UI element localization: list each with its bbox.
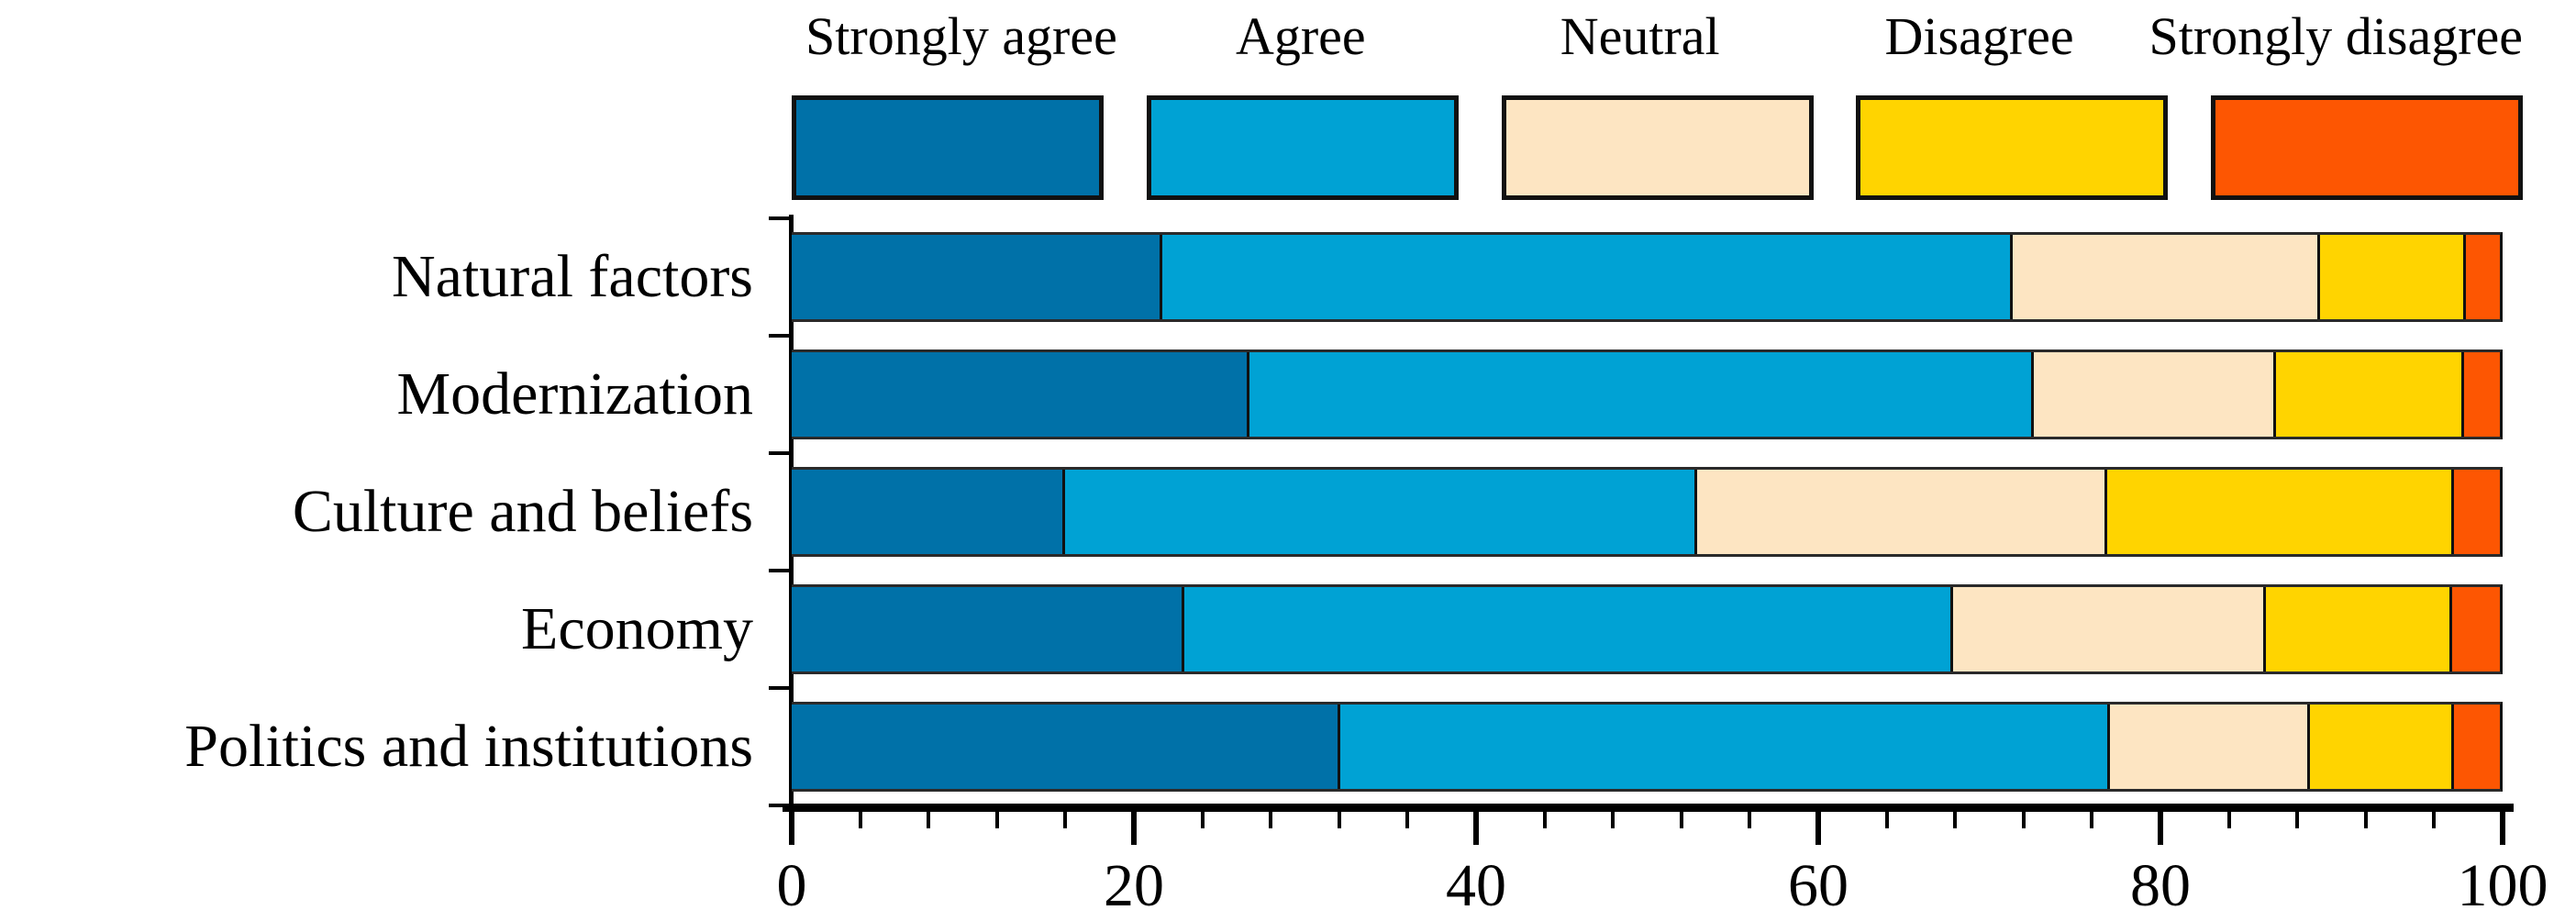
x-major-tick xyxy=(2500,812,2505,845)
bar-segment xyxy=(1953,587,2266,671)
bar-segment xyxy=(2276,352,2464,437)
x-minor-tick xyxy=(1405,812,1410,828)
bar-segment xyxy=(2013,235,2321,319)
bar-row xyxy=(792,350,2503,439)
bar-segment xyxy=(2451,587,2500,671)
legend-label: Agree xyxy=(1235,6,1366,66)
bar-slot xyxy=(792,336,2503,453)
bar-segment xyxy=(792,587,1185,671)
bar-segment xyxy=(2310,705,2454,789)
bar-segment xyxy=(1162,235,2014,319)
x-minor-tick xyxy=(1337,812,1341,828)
x-minor-tick xyxy=(1748,812,1752,828)
x-major-tick xyxy=(2158,812,2163,845)
x-minor-tick xyxy=(2226,812,2231,828)
x-major-tick xyxy=(1473,812,1479,845)
x-minor-tick xyxy=(1269,812,1273,828)
legend-label: Disagree xyxy=(1884,6,2074,66)
bar-row xyxy=(792,584,2503,674)
x-minor-tick xyxy=(858,812,862,828)
x-minor-tick xyxy=(927,812,931,828)
x-minor-tick xyxy=(2363,812,2368,828)
x-minor-tick xyxy=(994,812,999,828)
x-tick-label: 80 xyxy=(2130,852,2191,919)
bar-segment xyxy=(1249,352,2034,437)
bar-segment xyxy=(792,352,1250,437)
bar-slot xyxy=(792,688,2503,805)
category-label: Natural factors xyxy=(392,243,753,310)
bar-segment xyxy=(2453,470,2500,554)
x-tick-label: 0 xyxy=(776,852,807,919)
x-tick-label: 100 xyxy=(2457,852,2548,919)
bar-segment xyxy=(792,235,1163,319)
y-axis-tick xyxy=(769,804,792,807)
legend-swatch-3 xyxy=(1856,95,2169,200)
x-tick-label: 60 xyxy=(1788,852,1849,919)
bar-segment xyxy=(792,470,1065,554)
legend-label: Strongly disagree xyxy=(2149,6,2524,66)
category-label: Culture and beliefs xyxy=(292,478,753,545)
legend-swatch-4 xyxy=(2211,95,2523,200)
x-minor-tick xyxy=(1200,812,1205,828)
category-label: Economy xyxy=(521,595,753,662)
bar-slot xyxy=(792,571,2503,688)
legend-swatch-0 xyxy=(792,95,1104,200)
bar-segment xyxy=(1339,705,2111,789)
x-tick-label: 40 xyxy=(1446,852,1506,919)
bar-segment xyxy=(2265,587,2452,671)
bar-segment xyxy=(2320,235,2466,319)
x-major-tick xyxy=(789,812,794,845)
x-major-tick xyxy=(1815,812,1821,845)
bar-row xyxy=(792,232,2503,322)
x-minor-tick xyxy=(2295,812,2300,828)
x-tick-label: 20 xyxy=(1104,852,1164,919)
x-minor-tick xyxy=(2090,812,2094,828)
legend-label: Neutral xyxy=(1560,6,1720,66)
legend-swatch-1 xyxy=(1146,95,1459,200)
x-axis: 0 20 40 60 80 100 xyxy=(777,804,2548,919)
x-axis-line xyxy=(783,804,2514,812)
bar-segment xyxy=(1184,587,1954,671)
y-axis-tick xyxy=(769,451,792,455)
bar-segment xyxy=(2453,705,2500,789)
legend-swatches xyxy=(792,95,2523,200)
bar-row xyxy=(792,702,2503,792)
category-label: Modernization xyxy=(396,361,753,427)
x-minor-tick xyxy=(1611,812,1616,828)
bar-segment xyxy=(1064,470,1697,554)
y-axis-line xyxy=(789,215,794,811)
bar-segment xyxy=(2463,352,2500,437)
bar-segment xyxy=(2465,235,2500,319)
y-axis-tick xyxy=(769,216,792,220)
x-minor-tick xyxy=(2432,812,2437,828)
bar-segment xyxy=(2110,705,2311,789)
category-labels: Natural factors Modernization Culture and … xyxy=(0,218,773,805)
bar-row xyxy=(792,467,2503,557)
x-minor-tick xyxy=(1884,812,1889,828)
bar-segment xyxy=(1696,470,2107,554)
plot-area xyxy=(792,218,2503,805)
bar-segment xyxy=(792,705,1340,789)
bar-segment xyxy=(2033,352,2277,437)
y-axis-tick xyxy=(769,686,792,690)
bar-slot xyxy=(792,453,2503,571)
likert-stacked-bar-chart: Strongly agree Agree Neutral Disagree Strong… xyxy=(0,6,2548,919)
x-minor-tick xyxy=(1679,812,1683,828)
x-minor-tick xyxy=(1063,812,1068,828)
bar-segment xyxy=(2106,470,2454,554)
legend-labels: Strongly agree Agree Neutral Disagree Strong… xyxy=(792,6,2523,67)
y-axis-tick xyxy=(769,334,792,338)
x-minor-tick xyxy=(1542,812,1547,828)
y-axis-tick xyxy=(769,569,792,572)
bar-slot xyxy=(792,218,2503,336)
x-minor-tick xyxy=(2021,812,2026,828)
legend-label: Strongly agree xyxy=(805,6,1117,66)
category-label: Politics and institutions xyxy=(184,713,753,780)
legend-swatch-2 xyxy=(1501,95,1814,200)
x-minor-tick xyxy=(1953,812,1958,828)
x-major-tick xyxy=(1131,812,1137,845)
